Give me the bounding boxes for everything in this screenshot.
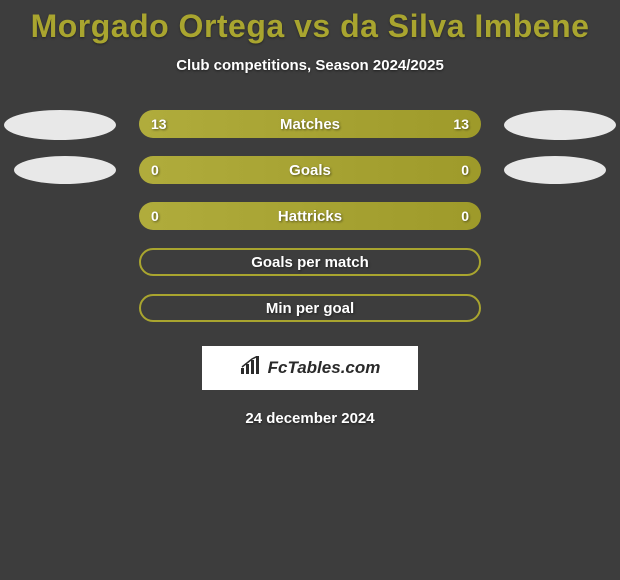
- comparison-card: Morgado Ortega vs da Silva Imbene Club c…: [0, 0, 620, 427]
- bar-chart-icon: [240, 356, 262, 381]
- stat-row: Min per goal: [0, 294, 620, 322]
- logo-badge: FcTables.com: [202, 346, 418, 390]
- stat-bar: Min per goal: [139, 294, 481, 322]
- stat-label: Matches: [280, 116, 340, 133]
- stat-row: 0 Hattricks 0: [0, 202, 620, 230]
- stats-area: 13 Matches 13 0 Goals 0 0 Hattricks 0 Goals per m…: [0, 110, 620, 340]
- stat-label: Min per goal: [266, 300, 354, 317]
- date-label: 24 december 2024: [245, 410, 374, 427]
- logo-text: FcTables.com: [268, 358, 381, 378]
- stat-row: Goals per match: [0, 248, 620, 276]
- stat-label: Goals per match: [251, 254, 369, 271]
- stat-label: Hattricks: [278, 208, 342, 225]
- stat-label: Goals: [289, 162, 331, 179]
- stat-value-right: 13: [453, 116, 469, 132]
- stat-row: 0 Goals 0: [0, 156, 620, 184]
- stat-bar: Goals per match: [139, 248, 481, 276]
- stat-row: 13 Matches 13: [0, 110, 620, 138]
- stat-value-right: 0: [461, 208, 469, 224]
- stat-value-left: 0: [151, 162, 159, 178]
- stat-value-left: 13: [151, 116, 167, 132]
- player-ellipse-right: [504, 156, 606, 184]
- stat-value-left: 0: [151, 208, 159, 224]
- subtitle: Club competitions, Season 2024/2025: [176, 57, 444, 74]
- stat-bar: 13 Matches 13: [139, 110, 481, 138]
- stat-bar: 0 Goals 0: [139, 156, 481, 184]
- stat-value-right: 0: [461, 162, 469, 178]
- player-ellipse-right: [504, 110, 616, 140]
- page-title: Morgado Ortega vs da Silva Imbene: [31, 8, 590, 45]
- player-ellipse-left: [4, 110, 116, 140]
- stat-bar: 0 Hattricks 0: [139, 202, 481, 230]
- player-ellipse-left: [14, 156, 116, 184]
